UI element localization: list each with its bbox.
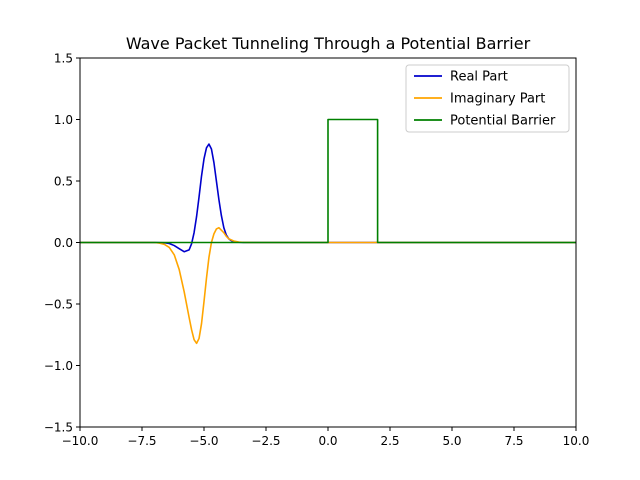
x-tick-label: 7.5 <box>504 434 523 448</box>
x-tick-label: 5.0 <box>442 434 461 448</box>
y-tick-label: 0.5 <box>54 175 73 189</box>
x-tick-label: 2.5 <box>380 434 399 448</box>
x-tick-label: −10.0 <box>62 434 99 448</box>
legend-label-0: Real Part <box>450 70 508 85</box>
y-tick-label: 1.0 <box>54 113 73 127</box>
x-tick-label: −2.5 <box>251 434 280 448</box>
series-line-2 <box>80 118 576 244</box>
y-tick-label: −1.0 <box>44 359 73 373</box>
legend-label-1: Imaginary Part <box>450 92 545 107</box>
x-tick-label: −7.5 <box>127 434 156 448</box>
legend-label-2: Potential Barrier <box>450 114 556 129</box>
x-tick-label: −5.0 <box>189 434 218 448</box>
x-tick-label: 10.0 <box>563 434 590 448</box>
y-axis: −1.5 −1.0 −0.5 0.0 0.5 1.0 1.5 <box>44 52 80 435</box>
y-tick-label: −0.5 <box>44 298 73 312</box>
y-tick-label: 1.5 <box>54 52 73 66</box>
series-layer <box>80 118 576 345</box>
legend: Real Part Imaginary Part Potential Barrier <box>405 64 570 133</box>
x-tick-label: 0.0 <box>318 434 337 448</box>
y-tick-label: 0.0 <box>54 236 73 250</box>
series-line-1 <box>80 226 576 345</box>
chart-title: Wave Packet Tunneling Through a Potentia… <box>126 34 531 53</box>
x-axis: −10.0 −7.5 −5.0 −2.5 0.0 2.5 5.0 7.5 10.0 <box>62 427 590 448</box>
legend-box <box>405 64 570 133</box>
y-tick-label: −1.5 <box>44 421 73 435</box>
